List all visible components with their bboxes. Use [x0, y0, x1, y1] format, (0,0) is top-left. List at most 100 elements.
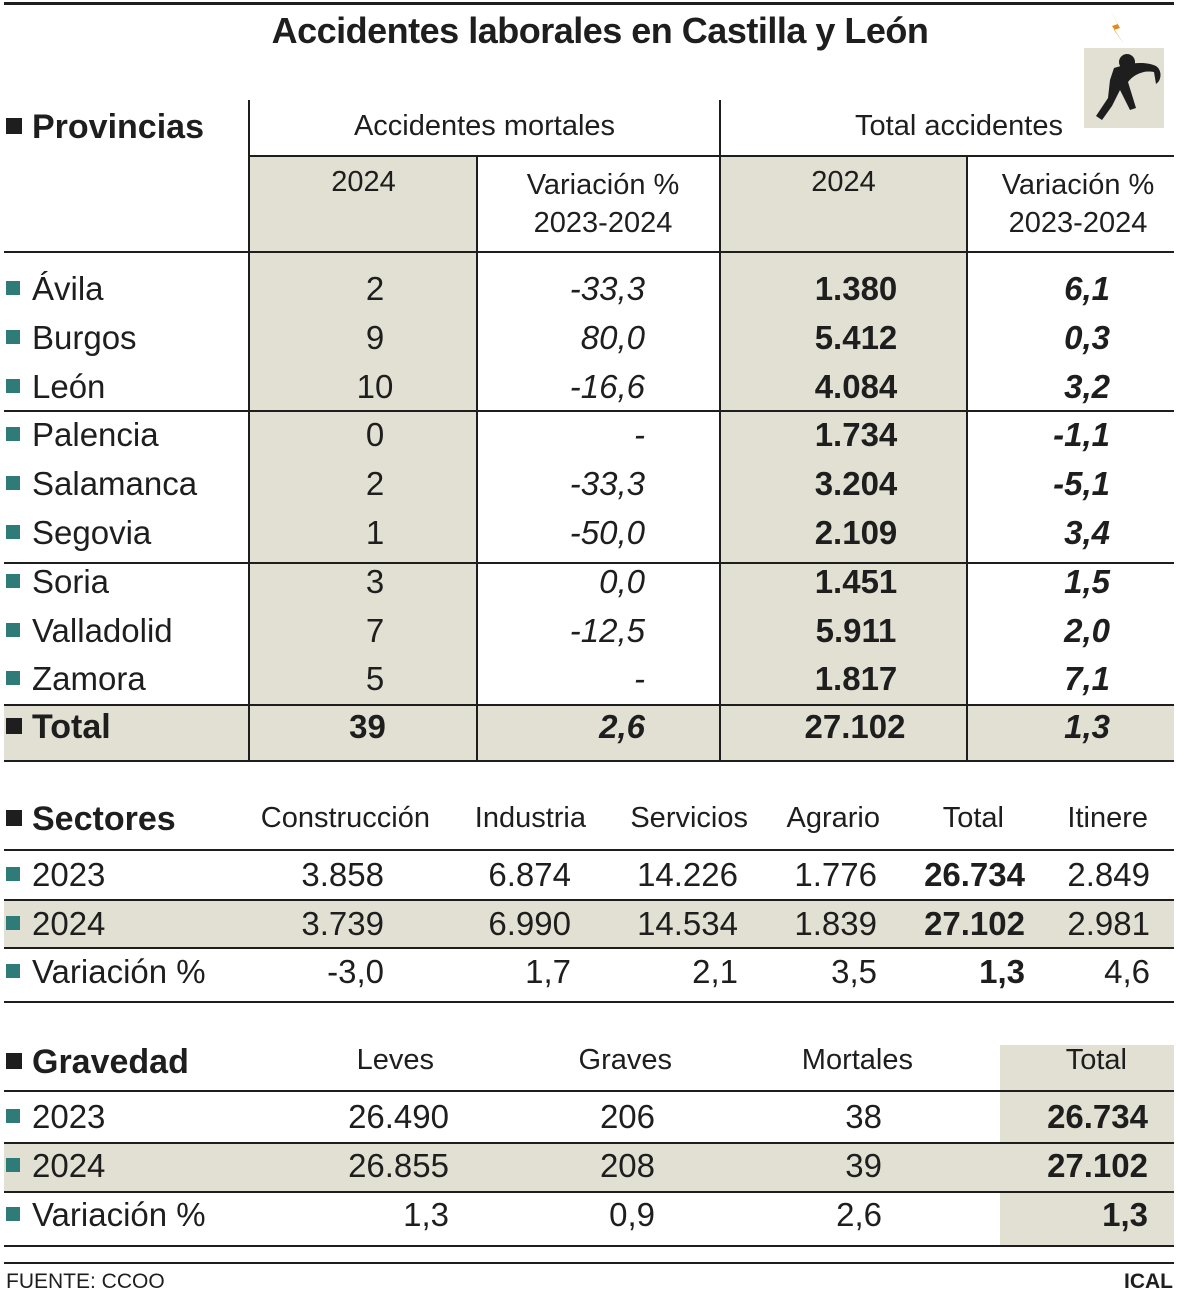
province-total-cell: 4.084: [814, 368, 898, 405]
worker-electrocuted-icon: [1084, 10, 1164, 128]
province-row-label: Valladolid: [6, 612, 173, 650]
grav-cell: 38: [845, 1098, 882, 1135]
col-header-total-2024: 2024: [811, 166, 876, 198]
row-bullet: [6, 1207, 20, 1221]
sector-bottom-rule: [4, 1001, 1174, 1003]
sector-cell: 1.839: [794, 905, 877, 942]
sector-cell: 27.102: [924, 905, 1025, 942]
divider-v3: [719, 100, 721, 761]
section-title-gravedad: Gravedad: [6, 1043, 189, 1082]
province-mort-var-cell: -33,3: [569, 465, 645, 502]
section-label: Sectores: [32, 800, 176, 838]
sector-cell: -3,0: [327, 953, 384, 990]
total-mort-var: 2,6: [599, 708, 645, 745]
row-bullet: [6, 379, 20, 393]
province-mort-var-cell: -16,6: [569, 368, 645, 405]
row-label-text: Segovia: [32, 514, 152, 551]
row-bullet: [6, 330, 20, 344]
province-mort-cell: 7: [365, 612, 385, 649]
grav-rule-2: [4, 1191, 1174, 1193]
sector-row-label: 2023: [6, 856, 105, 894]
sector-cell: 14.226: [637, 856, 738, 893]
province-total-var-cell: 3,2: [1064, 368, 1110, 405]
sector-row-label: Variación %: [6, 953, 206, 991]
province-total-var-cell: 0,3: [1064, 319, 1110, 356]
section-marker: [6, 118, 22, 134]
total-top-rule: [4, 704, 1174, 706]
province-mort-var-cell: 0,0: [599, 563, 645, 600]
grav-cell: 206: [599, 1098, 655, 1135]
total-mort: 39: [349, 708, 386, 745]
province-total-var-cell: 1,5: [1064, 563, 1110, 600]
source-note: FUENTE: CCOO: [6, 1270, 165, 1293]
sector-cell: 2,1: [692, 953, 738, 990]
row-group-rule-1: [4, 410, 1174, 412]
sector-col-header: Total: [942, 802, 1004, 834]
row-bullet: [6, 964, 20, 978]
grav-rule-1: [4, 1142, 1174, 1144]
sector-cell: 14.534: [637, 905, 738, 942]
sector-rule-1: [4, 899, 1174, 901]
province-row-label: Soria: [6, 563, 109, 601]
chart-title: Accidentes laborales en Castilla y León: [271, 10, 929, 51]
sector-cell: 2.981: [1067, 905, 1150, 942]
sector-header-rule: [4, 849, 1174, 851]
row-bullet: [6, 574, 20, 588]
row-label-text: Valladolid: [32, 612, 173, 649]
sector-cell: 6.990: [488, 905, 571, 942]
province-total-var-cell: 6,1: [1064, 270, 1110, 307]
shade-total-2024: [720, 156, 967, 761]
province-mort-cell: 9: [365, 319, 385, 356]
province-row-label: Salamanca: [6, 465, 197, 503]
row-label-text: Variación %: [32, 1196, 206, 1233]
shade-sector-2024: [4, 900, 1174, 948]
province-mort-var-cell: 80,0: [580, 319, 645, 356]
sector-row-label: 2024: [6, 905, 105, 943]
grav-cell: 1,3: [403, 1196, 449, 1233]
sector-cell: 4,6: [1104, 953, 1150, 990]
grav-header-rule: [4, 1090, 1174, 1092]
sector-col-header: Itinere: [1067, 802, 1148, 834]
grav-cell: 39: [845, 1147, 882, 1184]
grav-cell: 27.102: [1047, 1147, 1148, 1184]
sector-cell: 3.739: [301, 905, 384, 942]
province-row-label: Palencia: [6, 416, 159, 454]
sector-cell: 1,7: [525, 953, 571, 990]
province-mort-cell: 3: [365, 563, 385, 600]
col-header-mort-var: Variación % 2023-2024: [477, 166, 729, 242]
province-mort-cell: 1: [365, 514, 385, 551]
sector-cell: 3.858: [301, 856, 384, 893]
sector-cell: 6.874: [488, 856, 571, 893]
province-total-cell: 1.451: [814, 563, 898, 600]
divider-v1: [248, 100, 250, 761]
row-label-text: Variación %: [32, 953, 206, 990]
section-title-provincias: Provincias: [6, 108, 204, 147]
grav-row-label: 2023: [6, 1098, 105, 1136]
grav-row-label: 2024: [6, 1147, 105, 1185]
province-mort-var-cell: -12,5: [569, 612, 645, 649]
top-rule: [4, 2, 1174, 5]
row-label-text: Ávila: [32, 270, 104, 307]
sector-cell: 1,3: [979, 953, 1025, 990]
province-row-label: Zamora: [6, 660, 146, 698]
divider-v4: [966, 156, 968, 761]
col-header-line1: Variación %: [526, 169, 680, 201]
row-label-text: 2023: [32, 856, 106, 893]
province-total-cell: 1.817: [814, 660, 898, 697]
row-bullet: [6, 623, 20, 637]
grav-cell: 208: [599, 1147, 655, 1184]
row-bullet: [6, 427, 20, 441]
province-row-label: Burgos: [6, 319, 137, 357]
header-bottom-rule: [4, 251, 1174, 253]
row-label-text: 2024: [32, 1147, 106, 1184]
grav-cell: 26.734: [1047, 1098, 1148, 1135]
grav-cell: 1,3: [1102, 1196, 1148, 1233]
province-row-label: Ávila: [6, 270, 104, 308]
row-bullet: [6, 281, 20, 295]
row-label-text: Soria: [32, 563, 110, 600]
row-bullet: [6, 867, 20, 881]
province-total-cell: 1.734: [814, 416, 898, 453]
section-marker: [6, 1053, 22, 1069]
col-header-line2: 2023-2024: [1008, 207, 1148, 239]
grav-cell: 26.490: [348, 1098, 449, 1135]
